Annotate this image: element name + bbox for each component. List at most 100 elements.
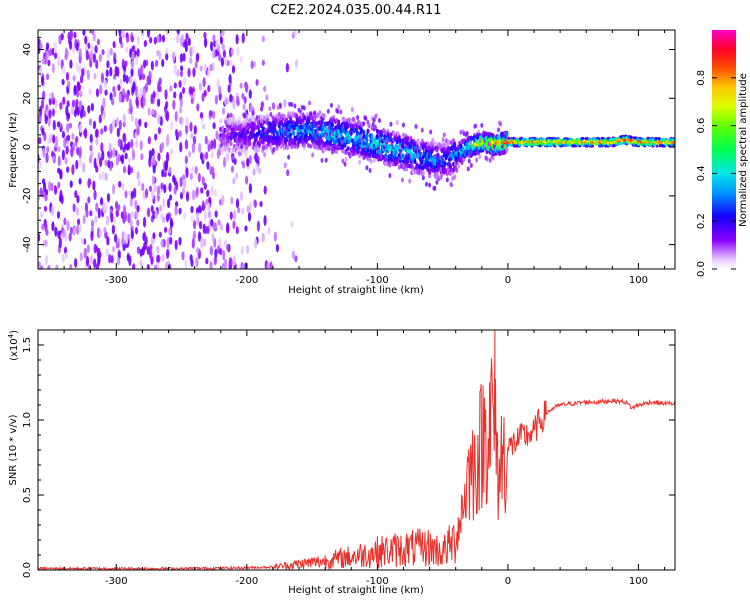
noise-speck	[240, 245, 244, 256]
noise-speck	[232, 220, 236, 230]
ridge-cell	[347, 139, 351, 145]
noise-speck	[207, 68, 211, 78]
noise-speck	[116, 66, 120, 77]
noise-speck	[101, 49, 105, 56]
noise-speck	[94, 45, 98, 54]
noise-speck	[47, 117, 51, 127]
noise-speck	[130, 35, 135, 43]
ridge-halo	[421, 175, 425, 181]
noise-speck	[122, 204, 127, 216]
noise-speck	[127, 213, 131, 224]
noise-speck	[236, 45, 240, 57]
noise-speck	[199, 111, 204, 119]
noise-speck	[178, 236, 182, 246]
ridge-halo	[341, 158, 345, 164]
noise-speck	[86, 69, 90, 81]
ridge-cell	[286, 145, 290, 151]
noise-speck	[179, 116, 183, 125]
noise-speck	[59, 168, 63, 180]
noise-speck	[161, 169, 165, 178]
noise-speck	[117, 138, 121, 148]
ridge-cell	[330, 122, 334, 128]
noise-speck	[131, 150, 136, 161]
colorbar-tick-label: 0.8	[696, 70, 707, 86]
ridge-halo	[356, 114, 360, 120]
ridge-halo	[450, 182, 454, 188]
noise-speck	[163, 226, 168, 233]
noise-speck	[75, 102, 79, 114]
noise-speck	[179, 105, 183, 114]
ridge-halo	[491, 155, 495, 161]
ridge-cell	[226, 143, 230, 149]
noise-speck	[90, 43, 94, 53]
ridge-halo	[428, 182, 432, 188]
noise-speck	[196, 103, 200, 112]
noise-speck	[76, 89, 80, 98]
noise-speck	[130, 211, 134, 219]
noise-speck	[112, 41, 116, 49]
noise-speck	[146, 263, 150, 269]
noise-speck	[263, 185, 267, 195]
snr-x-tick-label: 100	[629, 576, 648, 587]
noise-speck	[108, 142, 112, 153]
ridge-cell	[421, 170, 425, 176]
noise-speck	[54, 52, 58, 59]
noise-speck	[165, 136, 170, 148]
noise-speck	[48, 48, 52, 57]
noise-speck	[285, 62, 289, 73]
noise-speck	[55, 264, 59, 269]
noise-speck	[168, 166, 172, 174]
ridge-halo	[431, 137, 435, 143]
spectrogram-x-axis: -300 -200 -100 0 100	[37, 30, 666, 286]
noise-speck	[179, 98, 183, 108]
ridge-halo	[433, 185, 437, 191]
ridge-cell	[466, 149, 470, 155]
noise-speck	[222, 156, 227, 168]
noise-speck	[244, 175, 249, 185]
ridge-cell	[434, 141, 438, 147]
ridge-halo	[362, 121, 366, 127]
noise-speck	[98, 114, 102, 124]
noise-speck	[90, 219, 95, 228]
noise-speck	[143, 243, 148, 251]
noise-speck	[199, 65, 203, 72]
ridge-halo	[400, 177, 404, 183]
noise-speck	[53, 184, 58, 195]
ridge-cell	[591, 144, 595, 148]
noise-speck	[175, 33, 180, 44]
noise-speck	[87, 196, 91, 204]
noise-speck	[62, 96, 66, 105]
noise-speck	[101, 170, 106, 181]
noise-speck	[148, 249, 153, 260]
ridge-cell	[256, 147, 260, 153]
ridge-cell	[505, 131, 509, 137]
noise-speck	[226, 152, 230, 162]
noise-speck	[121, 183, 125, 191]
noise-speck	[89, 210, 93, 217]
ridge-cell	[362, 129, 366, 135]
ridge-cell	[350, 138, 354, 144]
noise-speck	[139, 140, 143, 151]
noise-speck	[38, 38, 41, 45]
noise-speck	[42, 147, 46, 158]
ridge-cell	[273, 127, 277, 133]
noise-speck	[164, 159, 169, 170]
noise-speck	[242, 103, 246, 111]
ridge-cell	[295, 134, 299, 140]
noise-speck	[167, 198, 171, 209]
ridge-halo	[272, 147, 276, 153]
noise-speck	[189, 172, 193, 181]
noise-speck	[79, 109, 84, 119]
noise-speck	[160, 238, 164, 248]
ridge-halo	[326, 108, 330, 114]
noise-speck	[122, 113, 126, 124]
noise-speck	[121, 88, 126, 97]
noise-speck	[191, 45, 195, 53]
noise-speck	[200, 187, 204, 194]
noise-speck	[46, 73, 50, 81]
noise-speck	[84, 35, 88, 45]
noise-speck	[71, 132, 75, 140]
noise-speck	[246, 205, 250, 213]
noise-speck	[151, 148, 155, 157]
noise-speck	[174, 239, 178, 251]
